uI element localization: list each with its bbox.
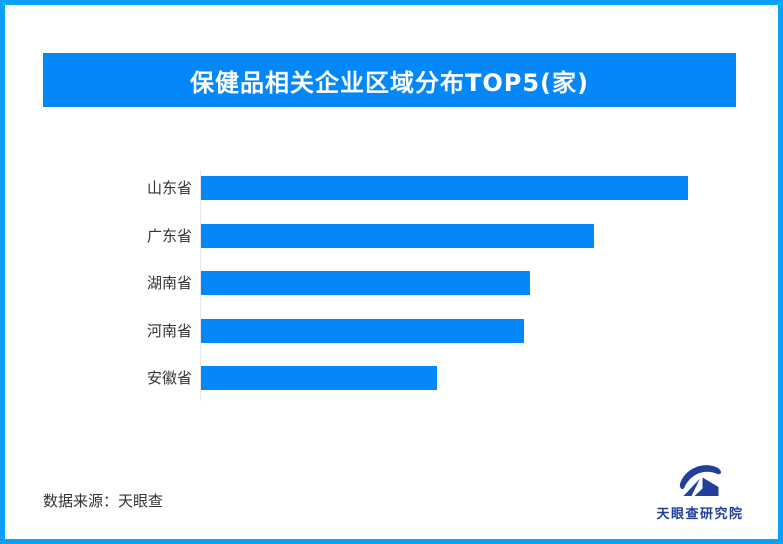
bar-guangdong xyxy=(201,223,594,248)
bar-shandong xyxy=(201,176,688,200)
category-label: 湖南省 xyxy=(146,274,192,292)
bar-row-guangdong: 广东省 xyxy=(5,223,777,248)
brand-name: 天眼查研究院 xyxy=(656,507,744,522)
bar-anhui xyxy=(201,366,437,390)
bar-hunan xyxy=(201,271,530,295)
bar-row-anhui: 安徽省 xyxy=(5,366,777,390)
category-label: 广东省 xyxy=(146,226,192,245)
bar-row-shandong: 山东省 xyxy=(5,176,777,200)
data-source-note: 数据来源：天眼查 xyxy=(43,492,164,510)
bar-henan xyxy=(201,318,524,343)
category-label: 安徽省 xyxy=(146,369,192,387)
title-banner: 保健品相关企业区域分布TOP5(家) xyxy=(43,53,736,107)
brand-logo: 天眼查研究院 xyxy=(635,463,765,522)
category-label: 河南省 xyxy=(146,321,192,340)
bar-chart: 山东省 广东省 湖南省 河南省 安徽省 xyxy=(5,176,777,414)
chart-title: 保健品相关企业区域分布TOP5(家) xyxy=(190,68,589,97)
tianyancha-eagle-icon xyxy=(679,465,721,496)
bar-row-henan: 河南省 xyxy=(5,318,777,343)
y-axis-line xyxy=(200,170,201,401)
bar-row-hunan: 湖南省 xyxy=(5,271,777,295)
category-label: 山东省 xyxy=(146,179,192,197)
